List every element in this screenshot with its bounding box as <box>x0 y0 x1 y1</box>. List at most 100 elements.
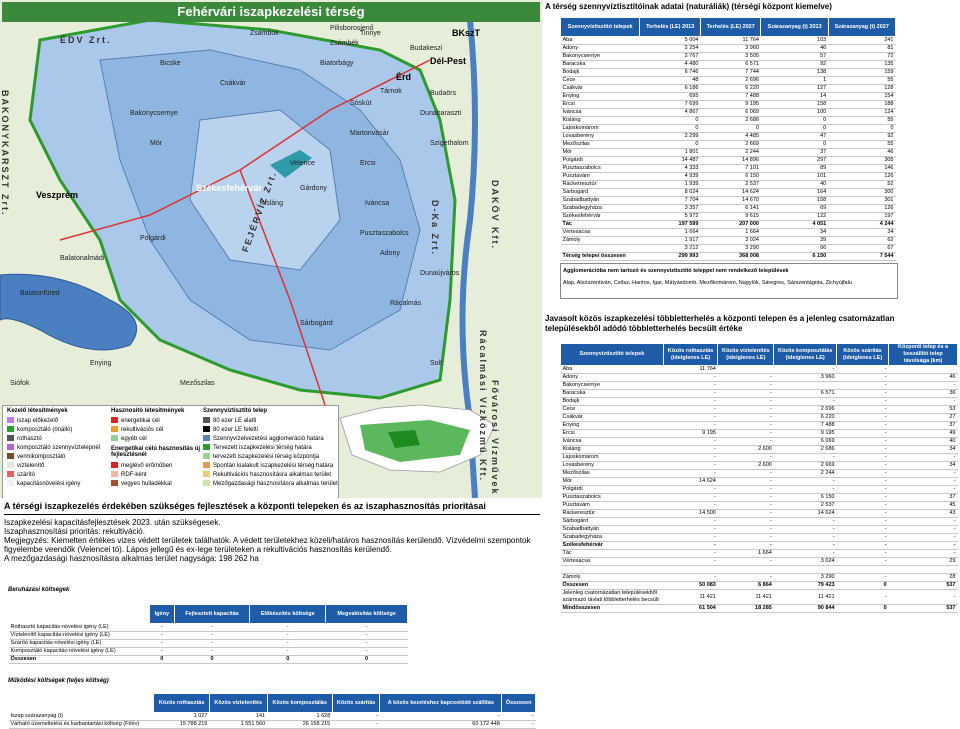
city-label: Érd <box>396 72 412 82</box>
table-cell: 28 <box>888 573 958 582</box>
table-header-row: Szennyvíztisztító telepek Terhelés (LE) 2… <box>559 17 897 37</box>
table-cell: 34 <box>888 445 958 454</box>
table-cell: 3 960 <box>773 373 837 382</box>
table-cell: 3 024 <box>773 557 837 566</box>
table-row: Iváncsa - -6 069-40 <box>560 437 958 446</box>
table-cell: 8 024 <box>639 188 701 197</box>
table-cell: 1 917 <box>639 236 701 245</box>
legend-item: egyéb cél <box>111 435 163 444</box>
table-cell: 40 <box>888 437 958 446</box>
city-label: Székesfehérvár <box>196 183 263 193</box>
priorities-text: Iszapkezelési kapacitásfejlesztések 2023… <box>4 518 540 563</box>
table-row: Ercsi 9 195-9 195-49 <box>560 429 958 438</box>
table-cell: 2 686 <box>773 445 837 454</box>
table-cell: - <box>663 421 718 430</box>
table-cell: - <box>663 557 718 566</box>
legend-item: Spontán kialakult iszapkezelési térség h… <box>203 462 338 471</box>
table-cell: - <box>717 381 774 390</box>
row-label: Cece <box>560 76 640 85</box>
table-row: Iszap szárazanyag (t) 1 027 141 1 628- - - <box>8 712 536 721</box>
table-cell: 368 008 <box>700 252 761 261</box>
table-row: Bodajk 6 746 7 744 138 159 <box>560 68 896 77</box>
legend-col1: iszap előkezelő komposztáló (önálló) rotha… <box>7 417 100 489</box>
table-cell: - <box>332 712 380 721</box>
table-cell: 2 669 <box>700 140 761 149</box>
priority-line: A mezőgazdasági hasznosításra alkalmas t… <box>4 554 259 563</box>
row-label: Mezőszilas <box>560 140 640 149</box>
table-cell: 7 544 <box>828 252 896 261</box>
table-cell: - <box>836 461 889 470</box>
column-header: Közös komposztálás (ideiglenes LE) <box>773 343 838 366</box>
place-label: Tinnye <box>360 30 381 37</box>
legend-item: Tervezett iszapkezelési térség határa <box>203 444 338 453</box>
table-cell: 47 <box>760 132 829 141</box>
place-label: Dunaharaszti <box>420 110 462 117</box>
priority-line: Iszapkezelési kapacitásfejlesztések 2023… <box>4 518 221 527</box>
mukodesi-title: Működési költségek (teljes költség) <box>8 678 109 684</box>
table-cell: 537 <box>888 604 958 613</box>
table-cell: - <box>836 421 889 430</box>
row-label: Vértesacsa <box>560 228 640 237</box>
place-label: Solt <box>430 360 443 367</box>
table-cell: 141 <box>209 712 268 721</box>
city-label: Veszprém <box>36 190 79 200</box>
table-cell: 7 704 <box>639 196 701 205</box>
table-cell: 1 664 <box>717 549 774 558</box>
table-cell: 49 <box>888 429 958 438</box>
row-label: Székesfehérvár <box>560 541 664 550</box>
column-header: Terhelés (LE) 2013 <box>639 17 701 37</box>
legend-label: RDF-ként <box>121 472 147 478</box>
legend-label: komposztáló szennyvíztelepnél <box>17 445 101 451</box>
operator-label: ÉDV Zrt. <box>60 35 112 45</box>
column-header: A közös kezeléshez kapcsolódó szállítás <box>379 693 503 713</box>
table-cell: 6 150 <box>760 252 829 261</box>
table-cell: 67 <box>828 244 896 253</box>
row-label: Csákvár <box>560 84 640 93</box>
table-row: Pusztaszabolcs - -6 150-37 <box>560 493 958 502</box>
table-cell: - <box>325 647 408 656</box>
table-cell: 69 <box>760 204 829 213</box>
row-label: Térség telepei összesen <box>560 252 640 261</box>
table-row: Pusztavám - -2 537-45 <box>560 501 958 510</box>
table-cell: 6 069 <box>773 437 837 446</box>
table-cell: 158 <box>760 100 829 109</box>
table-cell: 9 195 <box>700 100 761 109</box>
table-cell: - <box>836 381 889 390</box>
table-row: Sárbogárd - - - - - <box>560 517 958 526</box>
table-row: Pusztaszabolcs 4 333 7 101 89 146 <box>560 164 896 173</box>
legend-item: vermikomposztáló <box>7 453 100 462</box>
table-cell: - <box>663 373 718 382</box>
table-cell: - <box>663 541 718 550</box>
table-cell: 126 <box>828 172 896 181</box>
table-cell: 0 <box>700 124 761 133</box>
table-row: Aba 5 004 11 764 103 241 <box>560 36 896 45</box>
table-row: Mezőszilas 0 2 669 0 55 <box>560 140 896 149</box>
table-cell: 34 <box>828 228 896 237</box>
legend-label: meglévő erőműben <box>121 463 173 469</box>
row-label: Enying <box>560 92 640 101</box>
table-cell: 1 664 <box>700 228 761 237</box>
table-row: Kisláng 0 2 686 0 55 <box>560 116 896 125</box>
table-cell: 3 505 <box>700 52 761 61</box>
row-label: Várható üzemeltetési és karbantartási kö… <box>8 720 154 729</box>
row-label: Bakonycsernye <box>560 52 640 61</box>
legend-symbol-icon <box>203 471 210 478</box>
row-label: Mindösszesen <box>560 604 664 613</box>
legend-item: meglévő erőműben <box>111 462 172 471</box>
table-cell: 14 <box>760 92 829 101</box>
legend-label: Spontán kialakult iszapkezelési térség h… <box>213 463 334 469</box>
legend-item: 80 ezer LE alatti <box>203 417 338 426</box>
table-cell <box>888 565 958 574</box>
table-cell: 6 069 <box>700 108 761 117</box>
table-row: Polgárdi - - - - - <box>560 485 958 494</box>
row-label: Szabadegyháza <box>560 204 640 213</box>
table-cell: - <box>836 541 889 550</box>
table-cell: 37 <box>888 421 958 430</box>
table-cell: 2 600 <box>717 445 774 454</box>
table-cell: - <box>836 485 889 494</box>
table-cell: - <box>836 365 889 374</box>
table-cell: - <box>663 381 718 390</box>
map-panel: Fehérvári iszapkezelési térség Veszprém S… <box>0 0 542 498</box>
table-cell: - <box>836 557 889 566</box>
table-cell: 5 972 <box>639 212 701 221</box>
